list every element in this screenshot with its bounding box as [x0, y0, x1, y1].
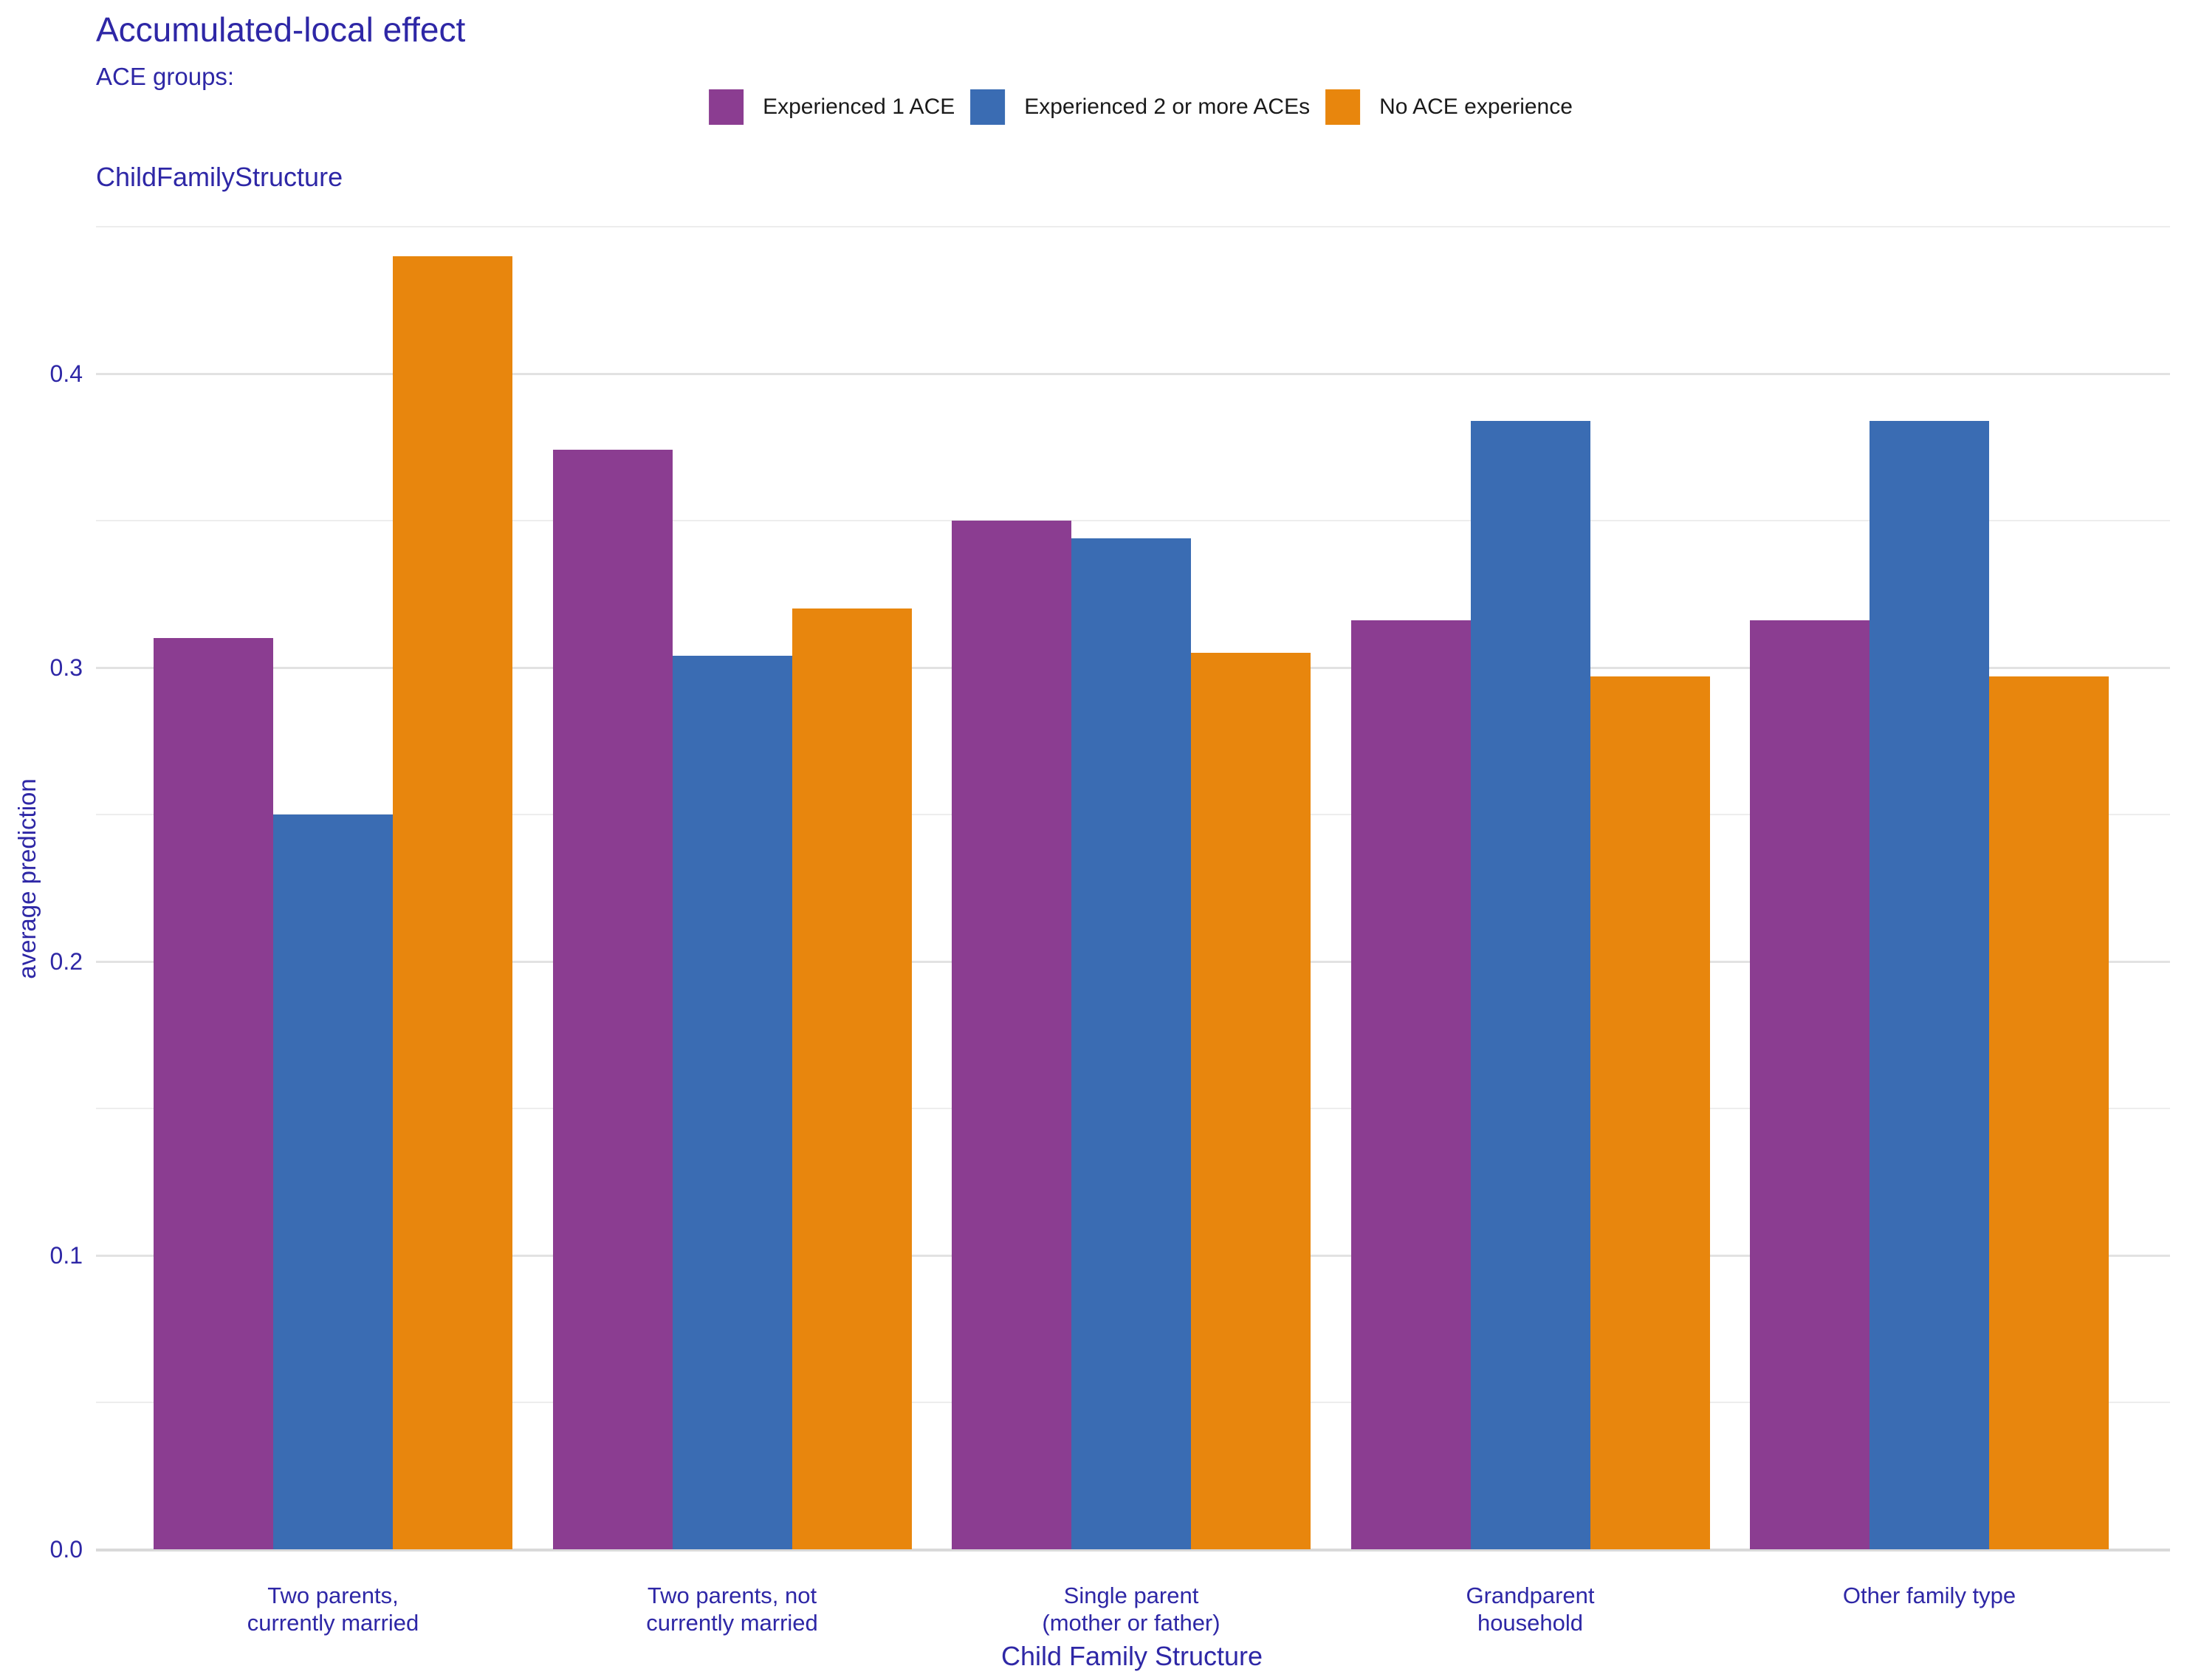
y-tick-label: 0.1: [49, 1242, 83, 1269]
bar: [952, 521, 1071, 1549]
bar: [1870, 420, 1989, 1549]
legend-swatch-purple-icon: [709, 89, 744, 125]
legend-heading: ACE groups:: [96, 63, 235, 90]
bar: [1989, 676, 2109, 1549]
bar: [552, 450, 673, 1549]
legend-item-experienced-1-ace: Experienced 1 ACE: [709, 89, 955, 125]
legend-swatch-orange-icon: [1325, 89, 1361, 125]
legend-swatch-blue-icon: [970, 89, 1006, 125]
category-label: Two parents, not currently married: [646, 1583, 818, 1636]
bar: [1191, 653, 1311, 1549]
bar: [672, 656, 792, 1549]
legend-item-no-ace-experience: No ACE experience: [1325, 89, 1573, 125]
x-axis-baseline: [96, 1548, 2170, 1552]
category-label: Other family type: [1842, 1583, 2016, 1608]
bar: [1350, 620, 1471, 1549]
category-label: Grandparent household: [1466, 1583, 1595, 1636]
legend-item-experienced-2-or-more-aces: Experienced 2 or more ACEs: [970, 89, 1310, 125]
legend: Experienced 1 ACE Experienced 2 or more …: [709, 89, 1573, 125]
major-gridline: [96, 372, 2170, 375]
category-label: Two parents, currently married: [247, 1583, 419, 1636]
y-tick-label: 0.4: [49, 360, 83, 387]
bar: [1590, 676, 1710, 1549]
y-tick-label: 0.3: [49, 654, 83, 681]
panel-label: ChildFamilyStructure: [96, 162, 343, 192]
legend-item-label: Experienced 1 ACE: [763, 95, 955, 119]
legend-item-label: No ACE experience: [1379, 95, 1573, 119]
minor-gridline: [96, 520, 2170, 521]
bar: [1750, 620, 1870, 1549]
bar: [393, 256, 512, 1549]
bar: [273, 815, 393, 1549]
y-tick-label: 0.2: [49, 948, 83, 975]
chart-title: Accumulated-local effect: [96, 10, 466, 49]
legend-item-label: Experienced 2 or more ACEs: [1024, 95, 1311, 119]
minor-gridline: [96, 226, 2170, 227]
bar: [154, 638, 273, 1549]
bar: [792, 608, 912, 1549]
bar: [1071, 538, 1191, 1549]
category-label: Single parent (mother or father): [1042, 1583, 1220, 1636]
x-axis-title: Child Family Structure: [1000, 1641, 1263, 1671]
y-tick-label: 0.0: [49, 1536, 83, 1563]
bar: [1470, 420, 1590, 1549]
